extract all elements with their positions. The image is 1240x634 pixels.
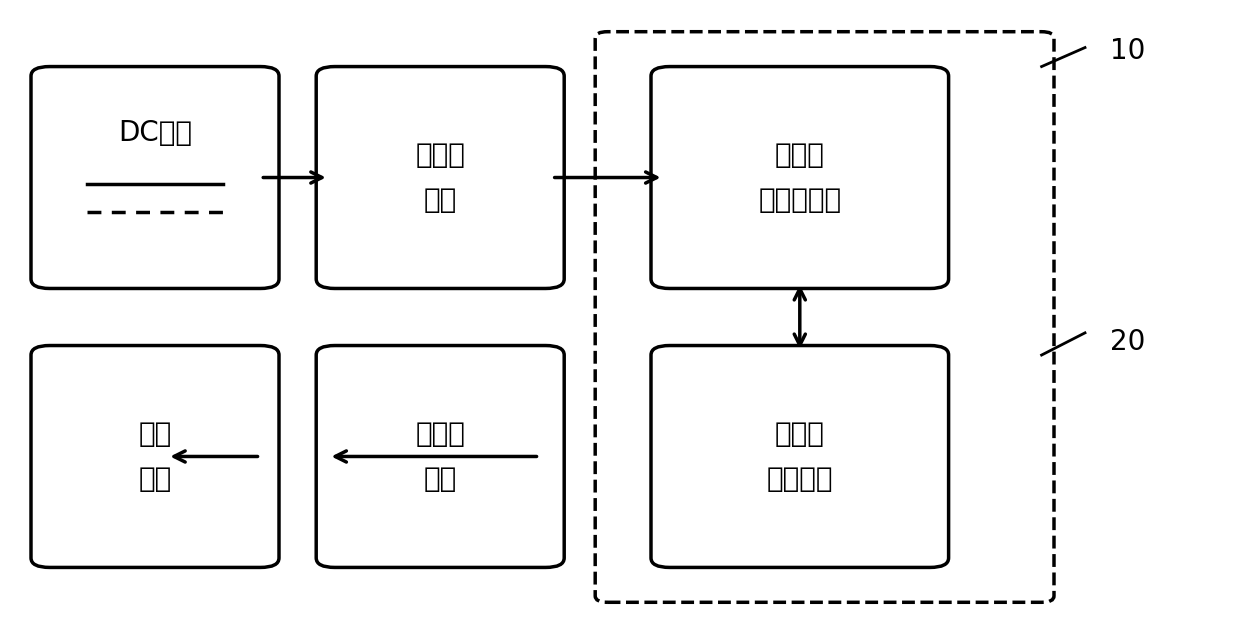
FancyBboxPatch shape: [316, 67, 564, 288]
Text: 设备: 设备: [139, 465, 171, 493]
FancyBboxPatch shape: [31, 346, 279, 567]
Text: 电路: 电路: [424, 465, 456, 493]
Text: 接收端: 接收端: [775, 420, 825, 448]
Text: 共振线圈: 共振线圈: [766, 465, 833, 493]
Text: DC输入: DC输入: [118, 119, 192, 147]
FancyBboxPatch shape: [316, 346, 564, 567]
Text: 发射端: 发射端: [775, 141, 825, 169]
FancyBboxPatch shape: [31, 67, 279, 288]
Text: 非共振线圈: 非共振线圈: [758, 186, 842, 214]
Text: 发射端: 发射端: [415, 141, 465, 169]
Text: 10: 10: [1110, 37, 1146, 65]
Text: 负载: 负载: [139, 420, 171, 448]
Text: 接收端: 接收端: [415, 420, 465, 448]
FancyBboxPatch shape: [651, 346, 949, 567]
FancyBboxPatch shape: [651, 67, 949, 288]
Text: 电路: 电路: [424, 186, 456, 214]
Text: 20: 20: [1110, 328, 1146, 356]
